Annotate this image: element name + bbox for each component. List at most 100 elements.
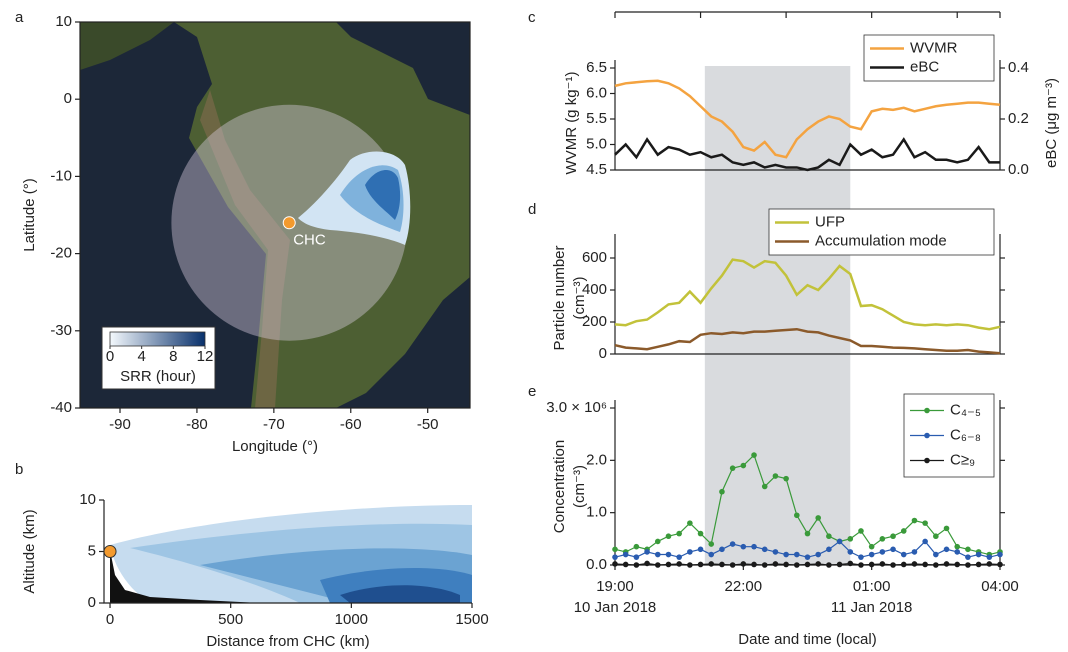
data-point <box>933 562 939 568</box>
data-point <box>922 538 928 545</box>
x-tick-label: 0 <box>106 611 114 628</box>
data-point <box>900 551 907 558</box>
data-point <box>965 546 971 553</box>
y-tick-label: 6.0 <box>586 84 607 101</box>
map-frame <box>79 21 471 409</box>
colorbar-tick-label: 0 <box>106 348 114 365</box>
panel-label: d <box>528 201 536 218</box>
data-point <box>729 562 736 568</box>
andes <box>200 90 290 408</box>
legend-marker <box>924 457 930 464</box>
data-point <box>975 551 982 558</box>
srr-contour <box>365 169 401 220</box>
data-point <box>900 528 907 534</box>
y-axis-label: Latitude (°) <box>21 178 38 252</box>
x-tick-label: -80 <box>186 416 208 433</box>
y-tick-label: 10 <box>55 13 72 30</box>
data-point <box>761 562 768 568</box>
data-point <box>847 560 854 567</box>
y-tick-label: 4.5 <box>586 161 607 178</box>
legend-label: C₆₋₈ <box>950 426 981 443</box>
data-point <box>911 549 918 555</box>
data-point <box>826 546 832 553</box>
data-point <box>868 551 875 558</box>
data-point <box>622 561 629 568</box>
data-point <box>644 560 650 567</box>
y-tick-label: -20 <box>50 245 72 262</box>
data-point <box>783 551 789 558</box>
data-point <box>804 561 811 568</box>
data-point <box>783 561 789 568</box>
y-axis-label: WVMR (g kg⁻¹) <box>563 72 580 175</box>
x-axis-label: Longitude (°) <box>232 438 318 455</box>
legend-label: WVMR <box>910 39 958 56</box>
data-point <box>836 538 843 545</box>
altitude-contours <box>110 505 472 603</box>
data-point <box>965 562 971 568</box>
colorbar-tick-label: 12 <box>197 348 214 365</box>
data-point <box>783 475 789 482</box>
data-point <box>933 551 939 558</box>
data-point <box>761 546 768 553</box>
data-point <box>858 562 864 568</box>
data-point <box>943 525 950 532</box>
series-line <box>614 327 1001 355</box>
data-point <box>772 561 779 567</box>
data-point <box>665 533 672 540</box>
legend-label: eBC <box>910 58 939 75</box>
date-label: 11 Jan 2018 <box>831 599 912 616</box>
central-america <box>80 22 174 70</box>
data-point <box>997 561 1003 568</box>
data-point <box>697 561 704 568</box>
colorbar-label: SRR (hour) <box>120 368 196 385</box>
data-point <box>772 473 779 479</box>
legend-label: UFP <box>815 213 845 230</box>
data-point <box>858 554 864 560</box>
colorbar-tick-label: 8 <box>169 348 177 365</box>
x-tick-label: 500 <box>218 611 243 628</box>
data-point <box>612 561 618 567</box>
data-point <box>922 561 928 568</box>
residence-histogram <box>110 550 260 603</box>
y-tick-label: 6.5 <box>586 59 607 76</box>
date-label: 10 Jan 2018 <box>574 599 657 616</box>
data-point <box>965 554 971 560</box>
data-point <box>900 561 907 568</box>
colorbar <box>109 331 206 347</box>
data-point <box>687 562 693 568</box>
series-line <box>614 79 1001 159</box>
data-point <box>847 536 854 542</box>
data-point <box>665 551 672 558</box>
data-point <box>676 530 682 537</box>
data-point <box>654 551 661 558</box>
data-point <box>719 546 725 553</box>
data-point <box>687 549 693 555</box>
data-point <box>815 561 821 567</box>
data-point <box>815 551 821 558</box>
data-point <box>751 561 757 568</box>
site-marker <box>103 545 117 558</box>
data-point <box>847 549 854 555</box>
y-tick-label: 10 <box>79 491 96 508</box>
y-tick-label: 5 <box>88 542 96 559</box>
data-point <box>879 561 886 567</box>
y-axis-label: eBC (μg m⁻³) <box>1043 78 1060 168</box>
data-point <box>986 561 993 567</box>
highlight-band <box>704 66 851 565</box>
data-point <box>676 554 682 560</box>
data-point <box>729 541 736 547</box>
y-tick-label: 0 <box>88 594 96 611</box>
data-point <box>975 561 982 568</box>
y-tick-label: 400 <box>582 281 607 298</box>
data-point <box>708 541 715 547</box>
x-tick-label: 01:00 <box>853 578 891 595</box>
data-point <box>687 520 693 526</box>
data-point <box>708 551 715 558</box>
legend-box <box>768 208 995 256</box>
data-point <box>911 517 918 524</box>
data-point <box>794 562 800 568</box>
data-point <box>954 561 961 568</box>
x-tick-label: -50 <box>417 416 439 433</box>
data-point <box>933 533 939 540</box>
y-tick-label: 200 <box>582 313 607 330</box>
